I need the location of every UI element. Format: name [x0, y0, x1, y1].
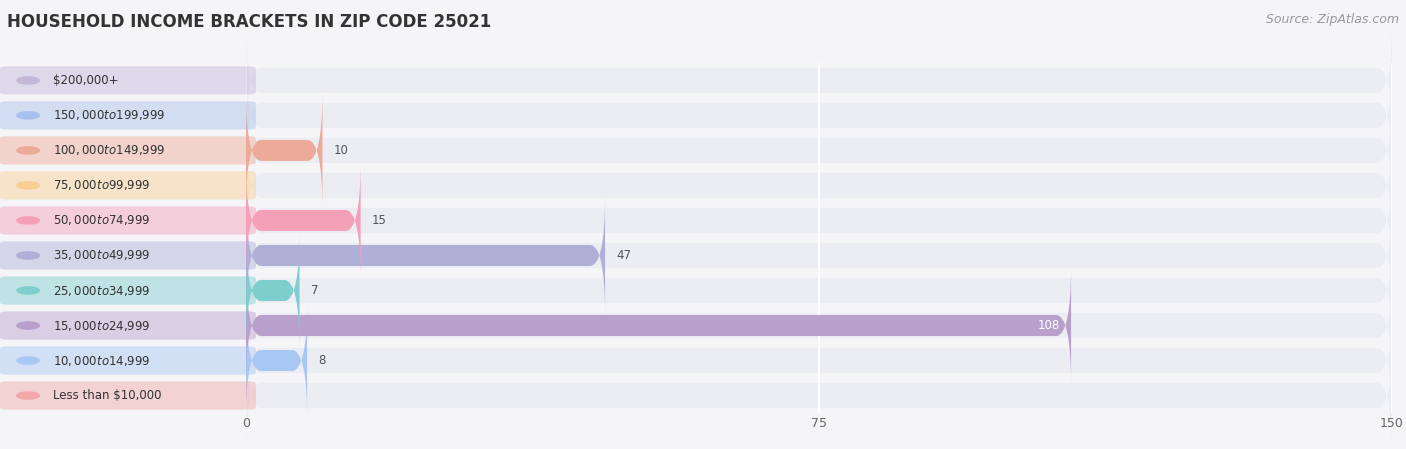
FancyBboxPatch shape	[246, 23, 1392, 138]
Text: Less than $10,000: Less than $10,000	[53, 389, 162, 402]
Text: $15,000 to $24,999: $15,000 to $24,999	[53, 318, 150, 333]
Text: $150,000 to $199,999: $150,000 to $199,999	[53, 108, 166, 123]
FancyBboxPatch shape	[246, 231, 299, 350]
Text: $10,000 to $14,999: $10,000 to $14,999	[53, 353, 150, 368]
FancyBboxPatch shape	[246, 163, 1392, 278]
Text: 7: 7	[311, 284, 319, 297]
FancyBboxPatch shape	[246, 301, 307, 420]
FancyBboxPatch shape	[246, 128, 1392, 243]
Text: $75,000 to $99,999: $75,000 to $99,999	[53, 178, 150, 193]
FancyBboxPatch shape	[246, 91, 322, 210]
FancyBboxPatch shape	[246, 266, 1071, 385]
Text: 47: 47	[617, 249, 631, 262]
Text: 15: 15	[373, 214, 387, 227]
FancyBboxPatch shape	[246, 233, 1392, 348]
Text: $50,000 to $74,999: $50,000 to $74,999	[53, 213, 150, 228]
FancyBboxPatch shape	[246, 338, 1392, 449]
Text: 10: 10	[333, 144, 349, 157]
FancyBboxPatch shape	[246, 196, 605, 315]
FancyBboxPatch shape	[246, 161, 360, 280]
FancyBboxPatch shape	[246, 268, 1392, 383]
FancyBboxPatch shape	[246, 93, 1392, 208]
Text: 8: 8	[319, 354, 326, 367]
Text: Source: ZipAtlas.com: Source: ZipAtlas.com	[1265, 13, 1399, 26]
FancyBboxPatch shape	[246, 58, 1392, 173]
FancyBboxPatch shape	[246, 303, 1392, 418]
Text: 108: 108	[1038, 319, 1060, 332]
Text: $200,000+: $200,000+	[53, 74, 120, 87]
FancyBboxPatch shape	[246, 198, 1392, 313]
Text: $100,000 to $149,999: $100,000 to $149,999	[53, 143, 166, 158]
Text: HOUSEHOLD INCOME BRACKETS IN ZIP CODE 25021: HOUSEHOLD INCOME BRACKETS IN ZIP CODE 25…	[7, 13, 491, 31]
Text: $35,000 to $49,999: $35,000 to $49,999	[53, 248, 150, 263]
Text: $25,000 to $34,999: $25,000 to $34,999	[53, 283, 150, 298]
